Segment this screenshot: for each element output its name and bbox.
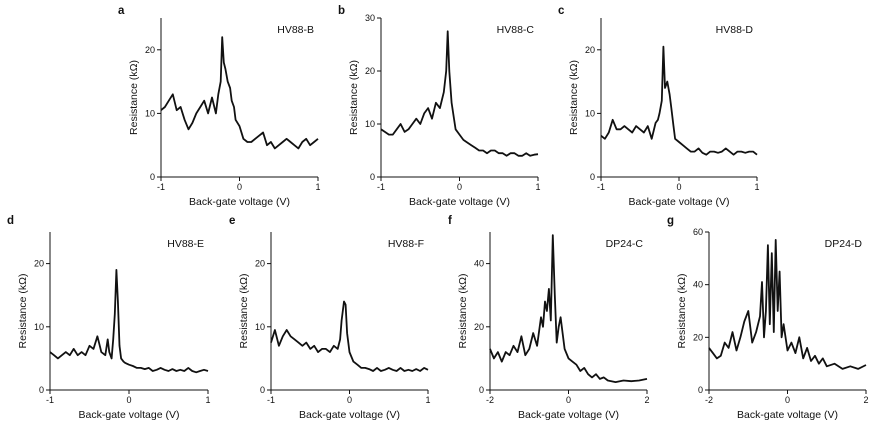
y-tick-label: 30 [365,13,375,23]
x-tick-label: -1 [46,395,54,405]
panel-letter: b [338,5,345,17]
y-tick-label: 0 [150,172,155,182]
x-tick-label: 2 [644,395,649,405]
y-axis-label: Resistance (kΩ) [457,274,469,349]
x-tick-label: 2 [863,395,868,405]
panel-letter: d [7,215,14,227]
panel-letter: e [229,215,235,227]
y-axis-label: Resistance (kΩ) [568,60,580,135]
y-tick-label: 20 [693,332,703,342]
sample-label: HV88-D [716,24,754,36]
x-axis-label: Back-gate voltage (V) [409,196,510,208]
y-tick-label: 0 [698,385,703,395]
y-axis-label: Resistance (kΩ) [676,274,688,349]
y-tick-label: 10 [365,119,375,129]
x-tick-label: 1 [535,182,540,192]
panel-letter: g [667,215,674,227]
x-tick-label: -2 [486,395,494,405]
x-axis-label: Back-gate voltage (V) [79,409,180,421]
y-tick-label: 0 [590,172,595,182]
sample-label: HV88-E [167,238,204,250]
sample-label: HV88-B [277,24,314,36]
y-tick-label: 0 [260,385,265,395]
y-tick-label: 20 [255,259,265,269]
y-axis-label: Resistance (kΩ) [238,274,250,349]
panel-letter: c [558,5,565,17]
y-tick-label: 20 [145,45,155,55]
x-tick-label: 1 [315,182,320,192]
x-axis-label: Back-gate voltage (V) [299,409,400,421]
y-tick-label: 10 [585,108,595,118]
x-axis-label: Back-gate voltage (V) [189,196,290,208]
panel-letter: a [118,5,125,17]
y-tick-label: 0 [479,385,484,395]
y-tick-label: 20 [34,259,44,269]
resistance-curve [160,36,319,150]
sample-label: DP24-C [606,238,644,250]
sample-label: HV88-C [497,24,535,36]
resistance-curve [380,30,539,157]
x-axis-label: Back-gate voltage (V) [629,196,730,208]
y-tick-label: 20 [365,66,375,76]
x-tick-label: 0 [457,182,462,192]
y-tick-label: 10 [255,322,265,332]
y-tick-label: 10 [145,108,155,118]
y-axis-label: Resistance (kΩ) [348,60,360,135]
x-tick-label: -2 [705,395,713,405]
resistance-curve [489,234,648,383]
y-axis-label: Resistance (kΩ) [17,274,29,349]
y-tick-label: 60 [693,227,703,237]
y-tick-label: 0 [39,385,44,395]
x-tick-label: 1 [205,395,210,405]
x-tick-label: 0 [347,395,352,405]
resistance-curve [49,269,209,374]
x-axis-label: Back-gate voltage (V) [737,409,838,421]
sample-label: HV88-F [388,238,424,250]
y-tick-label: 40 [693,280,703,290]
x-tick-label: 0 [785,395,790,405]
y-tick-label: 40 [474,259,484,269]
x-axis-label: Back-gate voltage (V) [518,409,619,421]
sample-label: DP24-D [825,238,863,250]
x-tick-label: 0 [237,182,242,192]
resistance-curve [270,300,429,372]
x-tick-label: -1 [377,182,385,192]
x-tick-label: 1 [754,182,759,192]
x-tick-label: -1 [157,182,165,192]
y-tick-label: 0 [370,172,375,182]
x-tick-label: -1 [597,182,605,192]
y-tick-label: 20 [474,322,484,332]
x-tick-label: 0 [126,395,131,405]
panel-letter: f [448,215,452,227]
x-tick-label: 0 [566,395,571,405]
x-tick-label: 0 [676,182,681,192]
x-tick-label: -1 [267,395,275,405]
resistance-curve [708,239,867,370]
y-tick-label: 20 [585,45,595,55]
resistance-curve [600,45,758,156]
y-axis-label: Resistance (kΩ) [128,60,140,135]
x-tick-label: 1 [425,395,430,405]
y-tick-label: 10 [34,322,44,332]
